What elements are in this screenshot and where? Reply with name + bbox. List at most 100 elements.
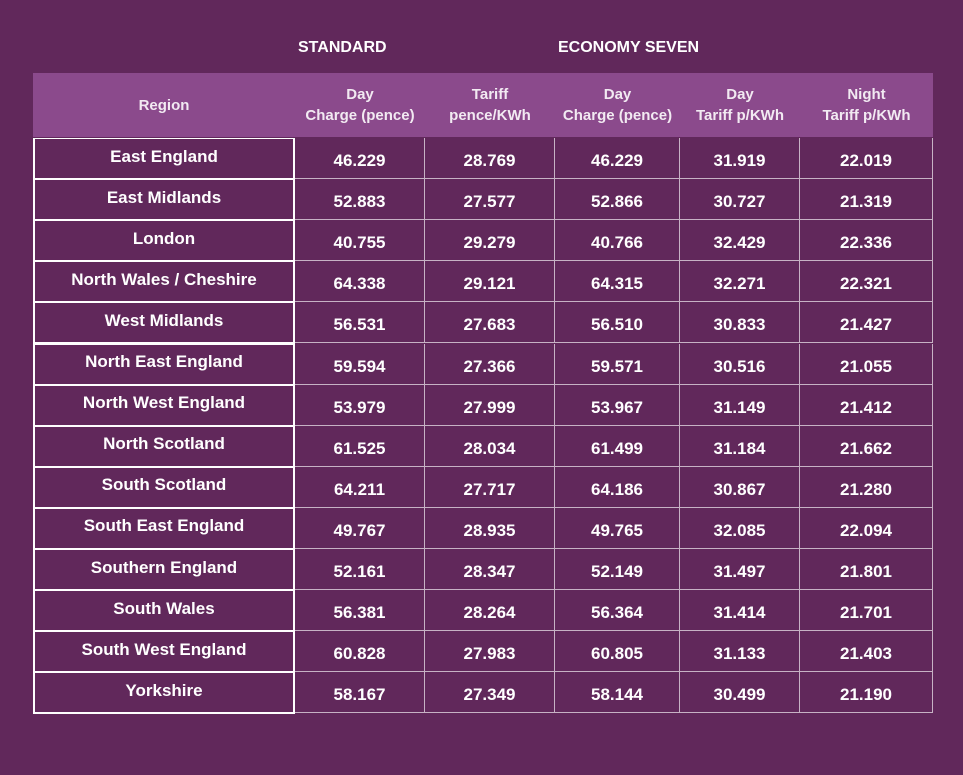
value-cell: 31.919 — [680, 138, 800, 180]
value-cell: 56.364 — [555, 590, 680, 632]
value-cell: 64.338 — [295, 261, 425, 303]
value-cell: 31.133 — [680, 631, 800, 673]
value-cell: 52.883 — [295, 179, 425, 221]
column-header-line: Tariff p/KWh — [822, 107, 911, 124]
value-cell: 40.755 — [295, 220, 425, 262]
value-cell: 52.149 — [555, 549, 680, 591]
value-cell: 21.412 — [800, 384, 933, 426]
value-cell: 30.867 — [680, 466, 800, 508]
value-cell: 49.767 — [295, 507, 425, 549]
value-cell: 58.167 — [295, 672, 425, 714]
value-cell: 53.967 — [555, 384, 680, 426]
value-cell: 32.271 — [680, 261, 800, 303]
column-header: Day Charge (pence) — [295, 73, 425, 137]
region-cell: North Scotland — [33, 425, 295, 468]
region-cell: Yorkshire — [33, 672, 295, 715]
region-cell: North West England — [33, 384, 295, 427]
value-cell: 30.727 — [680, 179, 800, 221]
value-cell: 31.414 — [680, 590, 800, 632]
column-header-line: pence/KWh — [449, 107, 531, 124]
column-header-line: Day — [726, 86, 754, 103]
value-cell: 59.571 — [555, 343, 680, 385]
region-cell: North Wales / Cheshire — [33, 261, 295, 304]
value-cell: 31.184 — [680, 425, 800, 467]
value-cell: 21.403 — [800, 631, 933, 673]
value-cell: 21.662 — [800, 425, 933, 467]
value-cell: 28.264 — [425, 590, 555, 632]
value-cell: 27.717 — [425, 466, 555, 508]
value-cell: 30.516 — [680, 343, 800, 385]
value-cell: 56.381 — [295, 590, 425, 632]
region-cell: North East England — [33, 343, 295, 386]
column-header-line: Region — [138, 96, 190, 114]
value-cell: 21.280 — [800, 466, 933, 508]
value-cell: 52.866 — [555, 179, 680, 221]
value-cell: 30.833 — [680, 302, 800, 344]
region-cell: South East England — [33, 507, 295, 550]
value-cell: 58.144 — [555, 672, 680, 714]
value-cell: 59.594 — [295, 343, 425, 385]
region-cell: South Wales — [33, 590, 295, 633]
value-cell: 64.186 — [555, 466, 680, 508]
column-header-line: Tariff — [471, 86, 509, 103]
value-cell: 64.211 — [295, 466, 425, 508]
value-cell: 31.149 — [680, 384, 800, 426]
value-cell: 28.769 — [425, 138, 555, 180]
value-cell: 21.055 — [800, 343, 933, 385]
region-cell: London — [33, 220, 295, 263]
region-cell: Southern England — [33, 549, 295, 592]
value-cell: 27.349 — [425, 672, 555, 714]
value-cell: 22.321 — [800, 261, 933, 303]
value-cell: 46.229 — [295, 138, 425, 180]
column-header: Tariff pence/KWh — [425, 73, 555, 137]
region-cell: East Midlands — [33, 179, 295, 222]
value-cell: 61.525 — [295, 425, 425, 467]
value-cell: 61.499 — [555, 425, 680, 467]
region-cell: West Midlands — [33, 302, 295, 345]
value-cell: 21.190 — [800, 672, 933, 714]
value-cell: 28.347 — [425, 549, 555, 591]
value-cell: 49.765 — [555, 507, 680, 549]
value-cell: 56.531 — [295, 302, 425, 344]
value-cell: 27.999 — [425, 384, 555, 426]
value-cell: 46.229 — [555, 138, 680, 180]
value-cell: 22.019 — [800, 138, 933, 180]
column-header: Day Tariff p/KWh — [680, 73, 800, 137]
group-header: ECONOMY SEVEN — [558, 39, 700, 56]
value-cell: 27.366 — [425, 343, 555, 385]
value-cell: 21.319 — [800, 179, 933, 221]
column-header: Night Tariff p/KWh — [800, 73, 933, 137]
region-cell: East England — [33, 138, 295, 181]
column-header-line: Day — [346, 86, 374, 103]
value-cell: 29.121 — [425, 261, 555, 303]
value-cell: 21.427 — [800, 302, 933, 344]
column-header-line: Tariff p/KWh — [695, 107, 785, 124]
column-header-line: Day — [603, 86, 632, 103]
value-cell: 27.983 — [425, 631, 555, 673]
value-cell: 29.279 — [425, 220, 555, 262]
value-cell: 32.429 — [680, 220, 800, 262]
value-cell: 21.801 — [800, 549, 933, 591]
region-cell: South West England — [33, 631, 295, 674]
value-cell: 21.701 — [800, 590, 933, 632]
value-cell: 28.935 — [425, 507, 555, 549]
value-cell: 60.828 — [295, 631, 425, 673]
value-cell: 32.085 — [680, 507, 800, 549]
region-cell: South Scotland — [33, 466, 295, 509]
value-cell: 31.497 — [680, 549, 800, 591]
value-cell: 40.766 — [555, 220, 680, 262]
value-cell: 27.683 — [425, 302, 555, 344]
value-cell: 60.805 — [555, 631, 680, 673]
value-cell: 64.315 — [555, 261, 680, 303]
column-header: Day Charge (pence) — [555, 73, 680, 137]
value-cell: 22.094 — [800, 507, 933, 549]
column-header-line: Charge (pence) — [305, 107, 415, 124]
value-cell: 52.161 — [295, 549, 425, 591]
value-cell: 56.510 — [555, 302, 680, 344]
column-header-line: Night — [847, 86, 886, 103]
value-cell: 27.577 — [425, 179, 555, 221]
value-cell: 53.979 — [295, 384, 425, 426]
column-header-line: Charge (pence) — [562, 107, 673, 124]
value-cell: 28.034 — [425, 425, 555, 467]
